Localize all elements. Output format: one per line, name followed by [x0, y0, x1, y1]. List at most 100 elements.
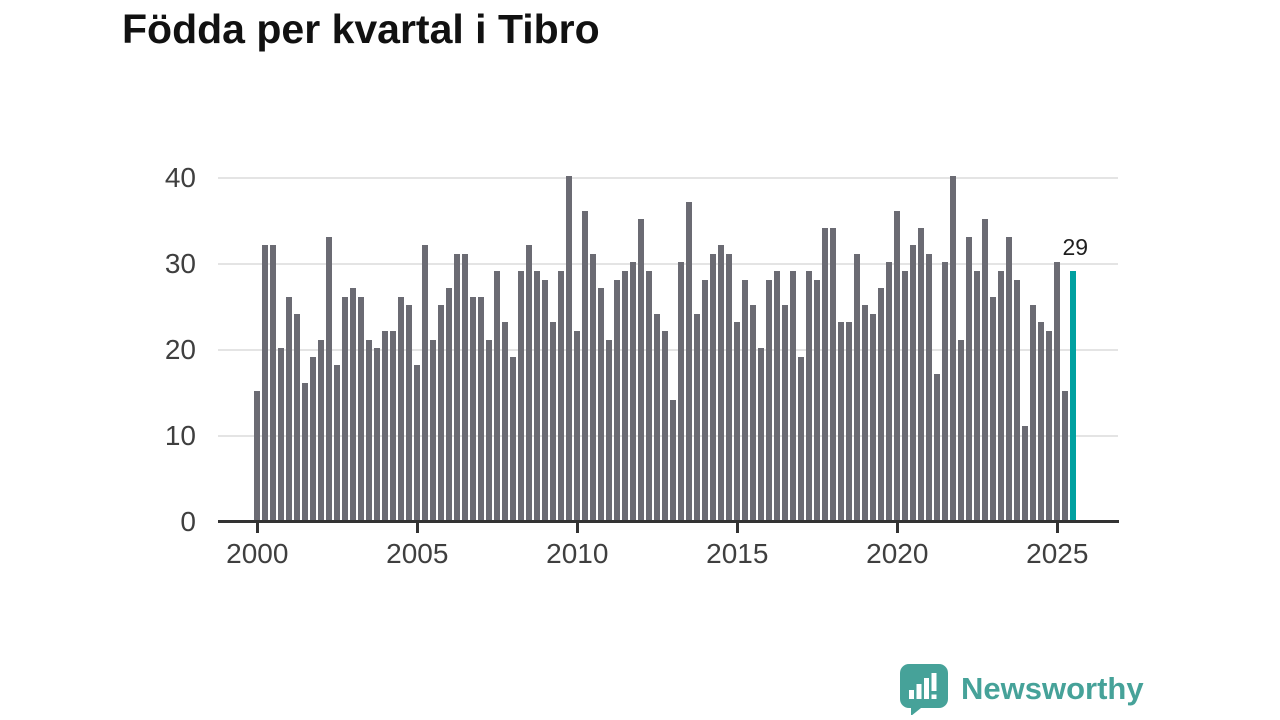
- bar: [542, 280, 549, 520]
- x-axis-label-2025: 2025: [1026, 538, 1089, 569]
- bar: [702, 280, 709, 520]
- bar: [598, 288, 605, 520]
- bar: [566, 176, 573, 520]
- bar: [798, 357, 805, 520]
- bar: [262, 245, 269, 520]
- bar: [886, 262, 893, 520]
- highlighted-bar: [1070, 271, 1077, 520]
- bar: [926, 254, 933, 520]
- bar: [662, 331, 669, 520]
- bar: [1046, 331, 1053, 520]
- bar: [726, 254, 733, 520]
- bar: [910, 245, 917, 520]
- bar: [990, 297, 997, 520]
- bar: [806, 271, 813, 520]
- bar: [782, 305, 789, 520]
- bar: [366, 340, 373, 520]
- newsworthy-logo: Newsworthy: [898, 663, 1144, 716]
- bar: [590, 254, 597, 520]
- bar: [830, 228, 837, 520]
- bar: [646, 271, 653, 520]
- bar: [774, 271, 781, 520]
- bar: [814, 280, 821, 520]
- bar: [854, 254, 861, 520]
- bar: [974, 271, 981, 520]
- bar: [462, 254, 469, 520]
- bar: [382, 331, 389, 520]
- bar: [278, 348, 285, 520]
- bar: [934, 374, 941, 520]
- bar: [294, 314, 301, 520]
- bar: [486, 340, 493, 520]
- bar: [510, 357, 517, 520]
- bar: [414, 365, 421, 520]
- bar: [606, 340, 613, 520]
- bar: [710, 254, 717, 520]
- x-axis-tick-2005: [415, 523, 419, 533]
- x-axis-label-2000: 2000: [226, 538, 289, 569]
- bar: [790, 271, 797, 520]
- bar: [678, 262, 685, 520]
- bar: [742, 280, 749, 520]
- bar: [342, 297, 349, 520]
- y-axis-label-40: 40: [164, 162, 196, 193]
- x-axis-line: [218, 520, 1119, 523]
- bar: [630, 262, 637, 520]
- y-axis-label-10: 10: [164, 419, 196, 451]
- bar: [614, 280, 621, 520]
- x-axis-tick-2020: [895, 523, 899, 533]
- last-value-annotation: 29: [1062, 233, 1089, 260]
- bar: [534, 271, 541, 520]
- bar: [670, 400, 677, 520]
- bar: [638, 219, 645, 520]
- bar: [390, 331, 397, 520]
- bar: [374, 348, 381, 520]
- bar: [478, 297, 485, 520]
- x-axis-tick-2025: [1055, 523, 1059, 533]
- bar: [766, 280, 773, 520]
- bar: [998, 271, 1005, 520]
- bar: [894, 211, 901, 520]
- bar: [454, 254, 461, 520]
- bar: [822, 228, 829, 520]
- bar: [470, 297, 477, 520]
- bar: [286, 297, 293, 520]
- bar: [694, 314, 701, 520]
- bar: [902, 271, 909, 520]
- bar: [870, 314, 877, 520]
- bar: [438, 305, 445, 520]
- bar: [398, 297, 405, 520]
- bar: [1062, 391, 1069, 520]
- bar: [734, 322, 741, 520]
- bar: [318, 340, 325, 520]
- x-axis-tick-2010: [575, 523, 579, 533]
- bar: [422, 245, 429, 520]
- y-axis-label-30: 30: [164, 247, 196, 279]
- bar: [1006, 237, 1013, 520]
- bar: [270, 245, 277, 520]
- x-axis-tick-2000: [255, 523, 259, 533]
- bar: [878, 288, 885, 520]
- bar: [350, 288, 357, 520]
- bar: [750, 305, 757, 520]
- bar: [950, 176, 957, 520]
- bar: [1022, 426, 1029, 520]
- newsworthy-speech-bubble-chart-icon: [898, 663, 950, 716]
- bar: [254, 391, 261, 520]
- bar: [430, 340, 437, 520]
- bar: [622, 271, 629, 520]
- bar: [358, 297, 365, 520]
- bar: [982, 219, 989, 520]
- bar: [582, 211, 589, 520]
- x-axis-label-2005: 2005: [386, 538, 449, 569]
- newsworthy-wordmark: Newsworthy: [961, 671, 1144, 706]
- bar: [326, 237, 333, 520]
- bar: [862, 305, 869, 520]
- bar: [518, 271, 525, 520]
- chart-title: Födda per kvartal i Tibro: [122, 6, 600, 52]
- bar: [1038, 322, 1045, 520]
- bar: [918, 228, 925, 520]
- bar: [654, 314, 661, 520]
- bar: [1030, 305, 1037, 520]
